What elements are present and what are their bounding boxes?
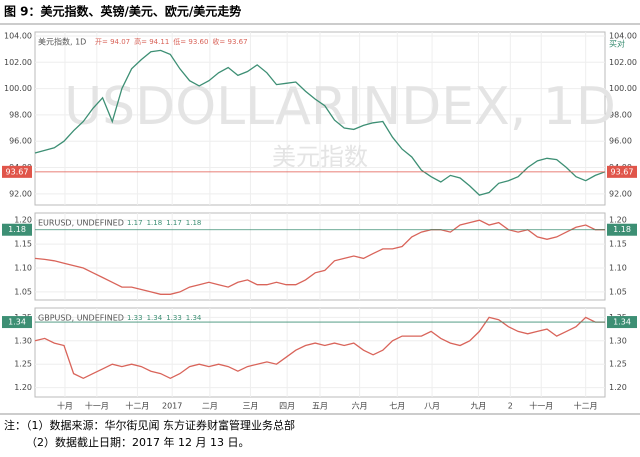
- price-line: [34, 316, 605, 380]
- price-tag: [607, 223, 637, 236]
- y-tick-label: 102.00: [4, 58, 32, 67]
- ohlc-value: 1.34: [186, 314, 202, 322]
- price-tag-label: 93.67: [6, 167, 29, 176]
- price-tag-label: 1.34: [613, 318, 631, 327]
- ohlc-value: 开= 94.07: [95, 38, 130, 46]
- x-tick-label: 十二月: [574, 401, 598, 411]
- x-tick-label: 四月: [279, 402, 295, 411]
- y-tick-label: 100.00: [609, 84, 637, 93]
- y-tick-label: 104.00: [4, 31, 32, 40]
- ohlc-value: 1.18: [186, 219, 202, 227]
- x-tick-label: 二月: [202, 402, 218, 411]
- ohlc-value: 收= 93.67: [212, 37, 247, 46]
- watermark: USDOLLARINDEX, 1D: [64, 77, 616, 137]
- y-tick-label: 1.30: [609, 336, 627, 345]
- ohlc-value: 低= 93.60: [173, 37, 208, 46]
- price-tag: [2, 316, 32, 329]
- x-tick-label: 五月: [312, 402, 328, 411]
- x-tick-label: 十月: [57, 401, 73, 411]
- watermark-sub: 美元指数: [272, 143, 368, 171]
- note: （2）数据截止日期：2017 年 12 月 13 日。: [26, 435, 249, 449]
- panel-title: GBPUSD, UNDEFINED: [38, 314, 124, 323]
- ohlc-value: 1.33: [127, 314, 143, 322]
- ohlc-value: 1.17: [127, 219, 143, 227]
- y-tick-label: 92.00: [9, 189, 32, 198]
- x-tick-label: 十一月: [529, 401, 553, 411]
- y-tick-label: 1.20: [14, 216, 32, 225]
- ohlc-value: 高= 94.11: [134, 37, 169, 46]
- price-tag-label: 93.67: [611, 167, 634, 176]
- y-tick-label: 98.00: [9, 110, 32, 119]
- y-tick-label: 96.00: [9, 137, 32, 146]
- buy-label: 买对: [609, 39, 625, 49]
- price-tag: [2, 223, 32, 236]
- y-tick-label: 1.25: [609, 360, 627, 369]
- ohlc-value: 1.34: [147, 314, 163, 322]
- price-line: [34, 49, 606, 196]
- x-tick-label: 2017: [162, 402, 182, 411]
- y-tick-label: 1.15: [14, 240, 32, 249]
- y-tick-label: 1.10: [609, 263, 627, 272]
- price-tag: [607, 316, 637, 329]
- x-tick-label: 三月: [242, 402, 258, 411]
- y-tick-label: 102.00: [609, 58, 637, 67]
- ohlc-value: 1.33: [166, 314, 182, 322]
- x-tick-label: 十一月: [85, 401, 109, 411]
- y-tick-label: 1.25: [14, 360, 32, 369]
- price-tag-label: 1.18: [613, 225, 631, 234]
- y-tick-label: 1.20: [14, 383, 32, 392]
- x-tick-label: 七月: [389, 402, 405, 411]
- y-tick-label: 100.00: [4, 84, 32, 93]
- price-tag: [2, 165, 32, 178]
- y-tick-label: 98.00: [609, 110, 632, 119]
- panel-title: EURUSD, UNDEFINED: [38, 219, 124, 228]
- x-tick-label: 2: [508, 402, 513, 411]
- y-tick-label: 1.20: [609, 383, 627, 392]
- x-tick-label: 九月: [470, 402, 486, 411]
- y-tick-label: 1.30: [14, 336, 32, 345]
- x-tick-label: 八月: [424, 402, 440, 411]
- price-tag: [607, 165, 637, 178]
- x-tick-label: 十二月: [125, 401, 149, 411]
- y-tick-label: 96.00: [609, 137, 632, 146]
- y-tick-label: 92.00: [609, 189, 632, 198]
- y-tick-label: 1.10: [14, 263, 32, 272]
- panel-title: 美元指数, 1D: [38, 37, 86, 47]
- y-tick-label: 1.15: [609, 240, 627, 249]
- y-tick-label: 1.05: [14, 287, 32, 296]
- y-tick-label: 104.00: [609, 31, 637, 40]
- ohlc-value: 1.17: [166, 219, 182, 227]
- x-tick-label: 六月: [352, 401, 368, 411]
- y-tick-label: 1.20: [609, 216, 627, 225]
- note: 注：（1）数据来源：华尔街见闻 东方证券财富管理业务总部: [4, 418, 295, 432]
- y-tick-label: 1.05: [609, 287, 627, 296]
- figure-title: 图 9：美元指数、英镑/美元、欧元/美元走势: [4, 4, 241, 19]
- ohlc-value: 1.18: [147, 219, 163, 227]
- price-tag-label: 1.34: [8, 318, 26, 327]
- price-tag-label: 1.18: [8, 225, 26, 234]
